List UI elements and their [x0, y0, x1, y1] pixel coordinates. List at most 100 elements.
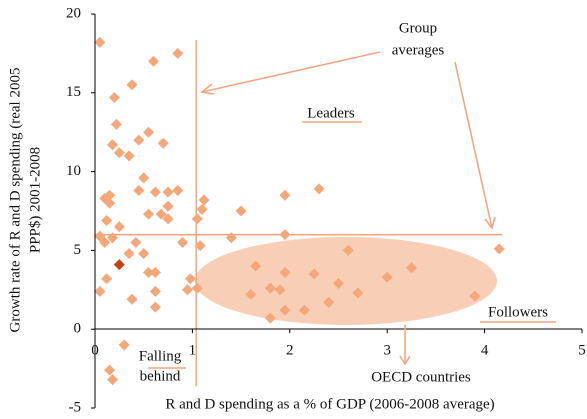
point: [342, 244, 354, 256]
point: [162, 200, 174, 212]
point: [110, 118, 122, 130]
point: [149, 285, 161, 297]
point: [406, 262, 418, 274]
point: [143, 208, 155, 220]
y-tick-label: 10: [66, 163, 81, 179]
point: [157, 137, 169, 149]
point: [235, 205, 247, 217]
annotation: Leaders: [307, 105, 355, 121]
point: [113, 221, 125, 233]
point: [274, 284, 286, 296]
point: [172, 185, 184, 197]
point: [245, 289, 257, 301]
point: [133, 134, 145, 146]
oecd-ellipse: [195, 237, 497, 325]
point: [123, 248, 135, 260]
point: [333, 277, 344, 289]
point: [94, 230, 106, 242]
point: [264, 282, 276, 294]
arrowhead: [399, 355, 411, 366]
point: [162, 213, 174, 225]
point: [172, 47, 184, 59]
y-tick-label: 0: [74, 321, 82, 337]
point: [493, 243, 505, 255]
point: [113, 259, 125, 271]
point: [279, 304, 291, 316]
point: [94, 36, 106, 48]
point: [138, 248, 150, 260]
x-axis-label: R and D spending as a % of GDP (2006-200…: [165, 396, 494, 412]
point: [104, 364, 116, 376]
point: [143, 126, 155, 138]
point: [149, 186, 161, 198]
arrowhead: [200, 83, 215, 95]
y-tick-label: 20: [66, 5, 81, 21]
point: [308, 268, 320, 280]
point: [162, 186, 174, 198]
annotation: Followers: [488, 304, 548, 320]
x-tick-label: 5: [578, 343, 586, 359]
annotation: averages: [392, 42, 445, 58]
point: [113, 147, 125, 159]
point: [177, 237, 189, 249]
point: [104, 197, 116, 209]
point: [123, 150, 135, 162]
point: [101, 214, 113, 226]
point: [107, 374, 119, 386]
point: [101, 273, 113, 285]
point: [225, 232, 237, 244]
point: [107, 232, 119, 244]
x-tick-label: 0: [91, 343, 99, 359]
y-tick-label: -5: [69, 399, 82, 415]
point: [147, 55, 159, 67]
point: [149, 301, 161, 313]
point: [298, 304, 310, 316]
point: [352, 287, 364, 299]
point: [381, 271, 393, 283]
point: [130, 237, 142, 249]
annotation: Falling: [139, 348, 182, 364]
point: [264, 312, 276, 324]
point: [184, 273, 196, 285]
arrowhead: [484, 216, 496, 230]
point: [279, 229, 291, 241]
y-axis-label: Growth rate of R and D spending (real 20…: [7, 68, 23, 333]
y-tick-label: 5: [74, 242, 82, 258]
y-axis-label: PPP$) 2001-2008: [27, 147, 43, 253]
point: [126, 79, 138, 91]
point: [194, 240, 206, 252]
point: [99, 237, 111, 249]
point: [182, 284, 194, 296]
point: [191, 213, 203, 225]
point: [133, 185, 145, 197]
point: [108, 92, 120, 104]
point: [196, 203, 208, 215]
annotation: OECD countries: [371, 369, 471, 385]
point: [143, 266, 155, 278]
point: [107, 139, 119, 151]
arrow: [201, 51, 381, 93]
point: [155, 208, 167, 220]
x-tick-label: 1: [189, 343, 197, 359]
arrow: [454, 61, 493, 229]
point: [469, 290, 481, 302]
y-tick-label: 15: [66, 84, 81, 100]
point: [126, 293, 138, 305]
point: [118, 339, 130, 351]
point: [149, 266, 161, 278]
point: [94, 285, 106, 297]
point: [198, 194, 210, 206]
point: [279, 266, 291, 278]
point: [279, 189, 291, 201]
annotation: behind: [140, 368, 181, 384]
annotation: Group: [399, 20, 437, 36]
point: [250, 260, 262, 272]
x-tick-label: 2: [286, 343, 294, 359]
point: [323, 296, 335, 308]
x-tick-label: 3: [383, 343, 391, 359]
plot: [94, 36, 505, 386]
point: [313, 183, 325, 195]
x-tick-label: 4: [481, 343, 489, 359]
point: [191, 282, 203, 294]
